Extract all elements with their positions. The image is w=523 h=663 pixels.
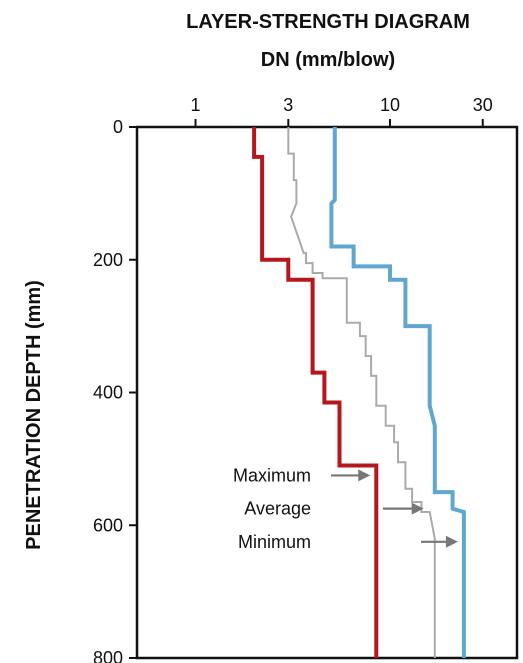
series-line-minimum <box>329 127 466 658</box>
x-tick-label: 3 <box>283 95 293 115</box>
series-line-maximum <box>252 127 379 658</box>
annotation-minimum: Minimum <box>238 532 311 552</box>
y-tick-label: 0 <box>113 117 123 137</box>
plot-area: 1 3 10 30 0 200 400 600 800 Maximum Average Minimum <box>93 95 519 663</box>
y-tick-label: 600 <box>93 515 123 535</box>
annotation-average: Average <box>244 499 311 519</box>
annotation-arrow-head <box>411 502 424 515</box>
x-tick-label: 1 <box>191 95 201 115</box>
annotation-arrow-head <box>358 469 371 482</box>
x-tick-label: 30 <box>473 95 493 115</box>
annotation-maximum: Maximum <box>233 465 311 485</box>
x-tick-label: 10 <box>380 95 400 115</box>
series-line-average <box>287 127 436 658</box>
y-tick-label: 400 <box>93 383 123 403</box>
y-axis-label: PENETRATION DEPTH (mm) <box>23 280 45 550</box>
chart-subtitle: DN (mm/blow) <box>261 49 395 71</box>
y-tick-label: 800 <box>93 648 123 663</box>
chart-title: LAYER-STRENGTH DIAGRAM <box>186 11 470 33</box>
annotation-arrow-head <box>445 535 458 548</box>
plot-frame <box>135 125 519 660</box>
y-tick-label: 200 <box>93 250 123 270</box>
